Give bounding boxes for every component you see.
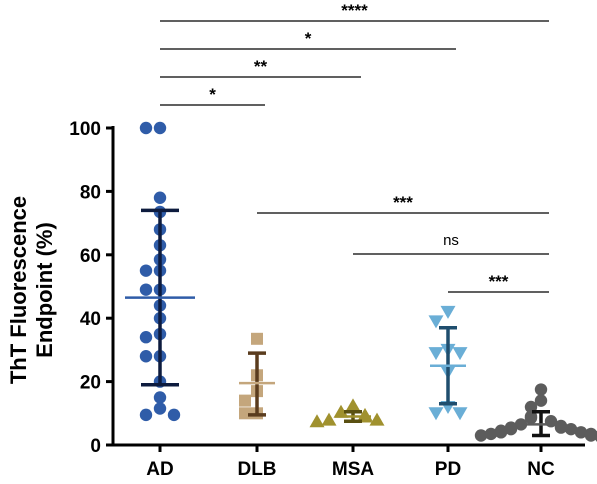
nc-data-point [484,427,498,441]
y-axis-title: ThT Fluorescence Endpoint (%) [6,196,57,384]
nc-data-point [474,429,488,442]
nc-data-point [534,383,548,396]
y-tick-label: 40 [80,309,101,330]
pd-error-bar [430,325,466,406]
nc-data-point [584,429,597,442]
y-axis-title-line-1: ThT Fluorescence [6,196,31,384]
y-axis-ticks: 0 20 40 60 80 100 [69,119,113,457]
pd-data-point [452,407,468,421]
nc-data-point [504,422,518,436]
significance-label: * [209,85,216,104]
data-groups [125,121,597,442]
group-pd [428,305,468,421]
msa-error-bar [335,409,371,423]
msa-data-point [369,412,385,426]
x-tick-label-nc: NC [527,459,555,480]
axes [111,126,585,447]
significance-label: ** [254,57,268,76]
y-axis-title-line-2: Endpoint (%) [32,222,57,358]
y-tick-label: 100 [69,119,101,140]
group-ad [125,121,195,422]
y-tick-label: 20 [80,373,101,394]
group-dlb [239,332,275,420]
nc-data-point [524,411,538,425]
ad-data-point [153,391,167,404]
ad-data-point [139,350,153,363]
pd-data-point [440,305,456,319]
msa-data-point [345,398,361,412]
y-tick-label: 60 [80,246,101,267]
group-msa [309,398,385,428]
nc-data-point [494,426,508,439]
ad-error-bar [125,208,195,387]
comparison-ad-vs-nc: **** [160,1,549,22]
dlb-error-bar [239,351,275,417]
ad-data-point [167,408,181,422]
ad-data-point [153,191,167,204]
msa-data-point [309,414,325,428]
ad-data-point [139,121,153,135]
dlb-data-point [251,332,263,345]
comparison-ad-vs-msa: ** [160,57,361,78]
ad-data-point [139,408,153,422]
nc-error-bar [523,409,559,438]
y-tick-label: 0 [90,436,101,457]
nc-data-point [534,394,548,407]
ad-data-point [139,264,153,277]
group-nc [474,383,597,442]
significance-label: *** [393,193,413,212]
ad-data-point [139,331,153,344]
ad-data-point [139,283,153,296]
comparison-msa-vs-nc: ns [353,232,549,255]
comparison-ad-vs-dlb: * [160,85,265,106]
nc-data-point [574,426,588,439]
pd-data-point [428,347,444,361]
nc-data-point [564,422,578,436]
significance-label: *** [489,272,509,291]
x-tick-label-msa: MSA [332,459,375,480]
significance-label: ns [443,232,459,249]
nc-data-point [594,432,597,442]
pd-data-point [428,315,444,329]
x-tick-label-ad: AD [146,459,173,480]
comparison-ad-vs-pd: * [160,29,456,50]
comparison-dlb-vs-nc: *** [257,193,549,214]
significance-label: **** [341,1,368,20]
msa-data-point [321,412,337,426]
ad-data-point [153,121,167,135]
comparison-pd-vs-nc: *** [448,272,549,293]
significance-label: * [305,29,312,48]
ad-data-point [153,402,167,415]
x-tick-label-dlb: DLB [237,459,276,480]
pd-data-point [428,407,444,421]
y-tick-label: 80 [80,182,101,203]
pd-data-point [452,347,468,361]
significance-brackets: ***********ns*** [160,1,549,293]
x-axis-categories: AD DLB MSA PD NC [146,445,555,480]
x-tick-label-pd: PD [435,459,461,480]
nc-data-point [514,418,528,431]
msa-data-point [333,404,349,418]
dlb-data-point [239,394,251,407]
